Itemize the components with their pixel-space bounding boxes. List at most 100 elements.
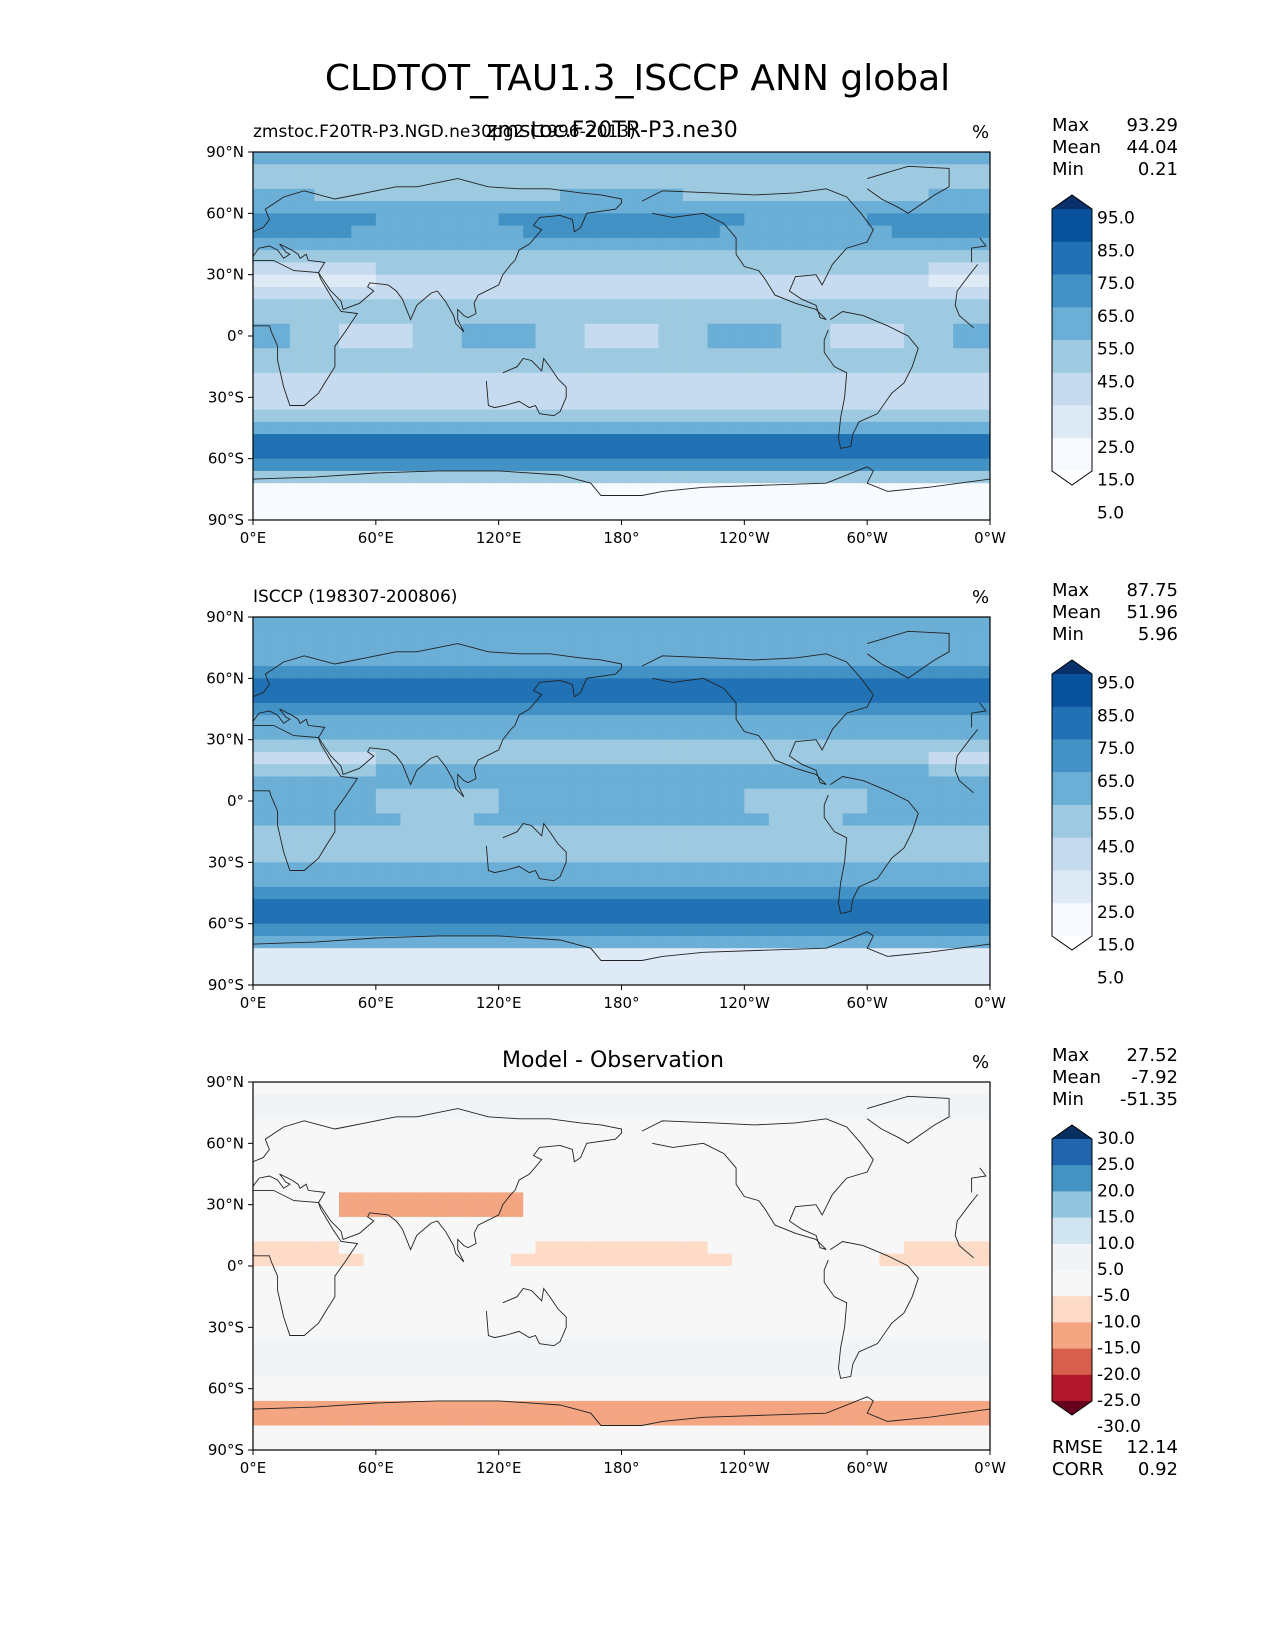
field-cell	[781, 176, 795, 190]
field-cell	[879, 1118, 893, 1132]
field-cell	[560, 446, 573, 460]
field-cell	[879, 1155, 893, 1169]
field-cell	[375, 250, 389, 263]
field-cell	[867, 1118, 881, 1132]
field-cell	[560, 702, 573, 716]
field-cell	[596, 360, 610, 374]
field-cell	[891, 188, 905, 202]
field-cell	[633, 458, 647, 472]
field-cell	[781, 1315, 795, 1328]
field-cell	[437, 274, 451, 288]
field-cell	[424, 250, 438, 263]
field-cell	[314, 1180, 328, 1193]
field-cell	[547, 385, 561, 398]
field-cell	[498, 348, 512, 362]
colorbar-segment	[1052, 438, 1092, 472]
field-cell	[572, 813, 586, 827]
field-cell	[940, 1315, 954, 1328]
field-cell	[449, 213, 463, 227]
field-cell	[596, 262, 610, 276]
field-cell	[646, 360, 659, 374]
field-cell	[805, 1167, 819, 1181]
field-cell	[338, 702, 352, 716]
field-cell	[277, 1106, 291, 1120]
field-cell	[646, 886, 659, 900]
field-cell	[424, 874, 438, 888]
colorbar-label: 75.0	[1097, 274, 1135, 294]
field-cell	[965, 286, 979, 300]
field-cell	[547, 164, 561, 178]
field-cell	[646, 739, 659, 753]
field-cell	[363, 188, 377, 202]
field-cell	[756, 409, 770, 423]
field-cell	[953, 164, 967, 178]
field-cell	[326, 617, 340, 630]
field-cell	[572, 1204, 586, 1218]
field-cell	[596, 825, 610, 839]
field-cell	[830, 1229, 844, 1243]
field-cell	[265, 1082, 279, 1095]
field-cell	[302, 617, 316, 630]
field-cell	[928, 850, 942, 863]
field-cell	[375, 1216, 389, 1230]
field-cell	[560, 409, 573, 423]
field-cell	[830, 225, 844, 239]
field-cell	[449, 1290, 463, 1304]
field-cell	[953, 1118, 967, 1132]
field-cell	[375, 690, 389, 704]
field-cell	[547, 1094, 561, 1108]
field-cell	[658, 1216, 672, 1230]
field-cell	[253, 1266, 266, 1279]
field-cell	[916, 176, 930, 190]
field-cell	[535, 225, 549, 239]
field-cell	[940, 702, 954, 716]
field-cell	[302, 911, 316, 925]
field-cell	[818, 446, 831, 460]
field-cell	[781, 653, 795, 667]
field-cell	[621, 1290, 635, 1304]
field-cell	[621, 923, 635, 937]
field-cell	[424, 948, 438, 962]
field-cell	[265, 629, 279, 643]
field-cell	[818, 397, 831, 411]
field-cell	[953, 323, 967, 337]
field-cell	[916, 1143, 930, 1157]
field-cell	[768, 250, 782, 263]
field-cell	[584, 1167, 598, 1181]
field-cell	[793, 495, 807, 509]
field-cell	[547, 923, 561, 937]
field-cell	[891, 923, 905, 937]
field-cell	[621, 837, 635, 851]
field-cell	[424, 911, 438, 925]
field-cell	[523, 1082, 537, 1095]
field-cell	[928, 458, 942, 472]
lon-tick-label: 120°W	[719, 529, 770, 547]
field-cell	[277, 899, 291, 912]
field-cell	[904, 948, 917, 962]
field-cell	[486, 715, 500, 728]
field-cell	[940, 483, 954, 497]
field-cell	[388, 899, 401, 912]
field-cell	[302, 385, 316, 398]
field-cell	[916, 152, 930, 165]
field-cell	[977, 886, 990, 900]
field-cell	[314, 1167, 328, 1181]
field-cell	[818, 152, 831, 165]
field-cell	[486, 666, 500, 679]
field-cell	[646, 1143, 659, 1157]
field-cell	[302, 1216, 316, 1230]
field-cell	[523, 372, 537, 386]
field-cell	[781, 666, 795, 679]
field-cell	[633, 666, 647, 679]
field-cell	[842, 421, 856, 435]
field-cell	[781, 1216, 795, 1230]
field-cell	[523, 397, 537, 411]
field-cell	[326, 1266, 340, 1279]
field-cell	[584, 1180, 598, 1193]
field-cell	[633, 960, 647, 974]
field-cell	[314, 1216, 328, 1230]
field-cell	[461, 1143, 475, 1157]
field-cell	[375, 813, 389, 827]
field-cell	[314, 176, 328, 190]
field-cell	[867, 323, 881, 337]
